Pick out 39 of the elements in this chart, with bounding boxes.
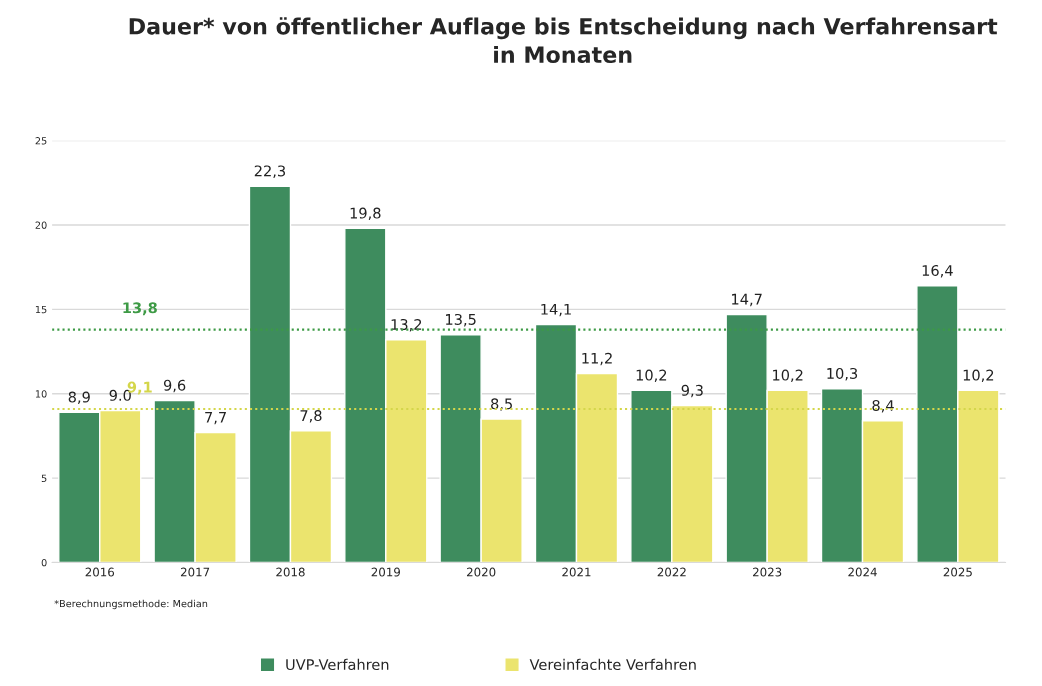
legend-label: UVP-Verfahren xyxy=(286,658,389,671)
data-label: 7,7 xyxy=(205,411,226,425)
y-tick-label: 15 xyxy=(35,305,47,314)
y-tick-label: 20 xyxy=(35,221,47,229)
data-label: 8,4 xyxy=(872,399,894,413)
data-label: 13,2 xyxy=(391,318,422,332)
x-tick-label: 2023 xyxy=(753,567,782,577)
y-tick-label: 5 xyxy=(41,474,47,482)
data-label: 9,3 xyxy=(681,384,703,398)
y-tick-label: 0 xyxy=(41,559,47,567)
x-tick-label: 2017 xyxy=(180,567,210,577)
data-label: 10,2 xyxy=(773,369,803,383)
data-label: 11,2 xyxy=(582,352,612,366)
x-tick-label: 2021 xyxy=(562,567,591,577)
x-tick-label: 2019 xyxy=(371,567,400,577)
data-label: 10,3 xyxy=(827,367,858,381)
legend-label: Vereinfachte Verfahren xyxy=(529,658,696,671)
y-tick-label: 25 xyxy=(35,137,47,145)
data-label: 8,9 xyxy=(68,391,90,405)
text: *Berechnungsmethode: Median xyxy=(54,599,208,610)
x-tick-label: 2016 xyxy=(85,567,115,577)
data-label: 16,4 xyxy=(922,264,953,278)
data-label: 14,1 xyxy=(541,303,571,317)
data-label: 10,2 xyxy=(636,369,667,383)
data-label: 14,7 xyxy=(732,293,762,307)
y-tick-label: 10 xyxy=(35,390,47,398)
chart-title: Dauer* von öffentlicher Auflage bis Entscheidung nach Verfahrensart in Monaten xyxy=(129,17,998,64)
x-tick-label: 2022 xyxy=(657,567,686,577)
data-label: 22,3 xyxy=(254,165,286,178)
x-tick-label: 2018 xyxy=(276,567,305,577)
data-label: 9,6 xyxy=(163,379,186,393)
ref-line-label: 13,8 xyxy=(123,302,157,316)
data-label: 10,2 xyxy=(963,369,994,383)
x-tick-label: 2020 xyxy=(466,567,496,577)
x-tick-label: 2024 xyxy=(848,567,877,577)
data-label: 7,8 xyxy=(300,410,322,423)
data-label: 13,5 xyxy=(446,313,476,327)
x-tick-label: 2025 xyxy=(943,567,972,577)
data-label: 19,8 xyxy=(350,207,381,221)
